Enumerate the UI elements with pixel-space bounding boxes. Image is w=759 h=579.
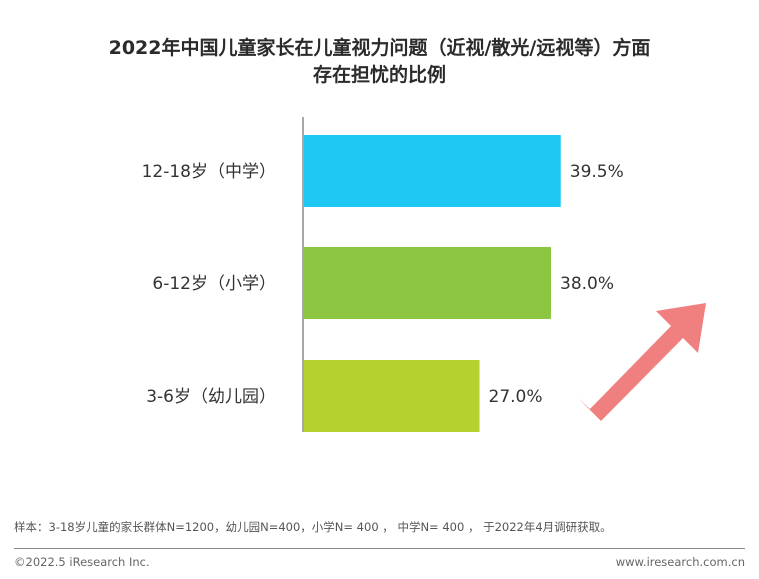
value-label-1: 39.5% [570,162,624,182]
bar-3 [304,360,480,432]
sample-footnote: 样本：3-18岁儿童的家长群体N=1200，幼儿园N=400，小学N= 400 … [14,520,612,534]
category-label-2: 6-12岁（小学） [152,274,276,294]
value-label-2: 38.0% [560,274,614,294]
category-label-3: 3-6岁（幼儿园） [146,387,276,407]
category-label-1: 12-18岁（中学） [142,162,276,182]
value-label-3: 27.0% [489,387,543,407]
chart-title-line2: 存在担忧的比例 [312,64,446,86]
copyright-text: ©2022.5 iResearch Inc. [14,555,150,569]
bar-1 [304,135,561,207]
bar-chart: 12-18岁（中学） 39.5% 6-12岁（小学） 38.0% 3-6岁（幼儿园） 27… [142,117,706,432]
chart-title-line1: 2022年中国儿童家长在儿童视力问题（近视/散光/远视等）方面 [108,37,651,59]
trend-arrow-icon [578,303,706,421]
bars-layer: 12-18岁（中学） 39.5% 6-12岁（小学） 38.0% 3-6岁（幼儿园） 27… [142,135,624,432]
website-link[interactable]: www.iresearch.com.cn [615,555,745,569]
bar-2 [304,247,551,319]
footer-divider [14,548,745,549]
